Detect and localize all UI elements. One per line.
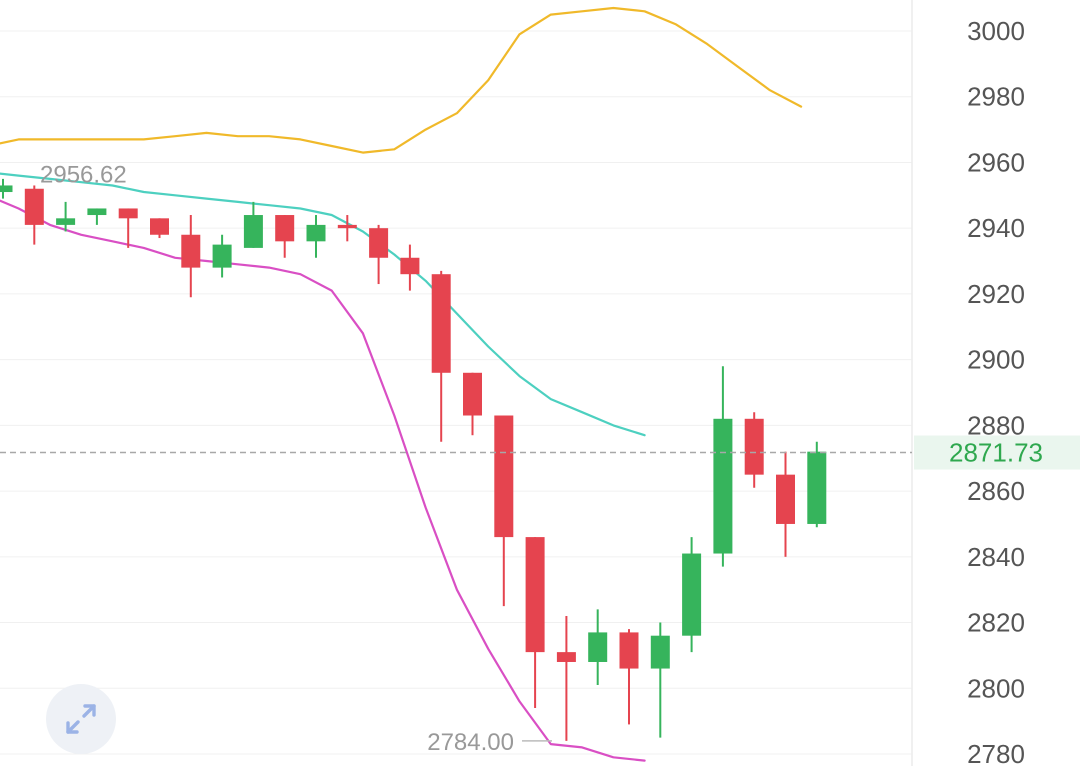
candle-up	[588, 609, 608, 685]
candles	[0, 178, 827, 741]
y-tick-label: 2960	[967, 147, 1025, 177]
candle-body	[588, 632, 608, 662]
expand-arrows-icon	[66, 704, 96, 734]
candle-body	[0, 185, 13, 193]
candle-up	[807, 441, 827, 528]
candle-body	[463, 372, 482, 416]
y-tick-label: 2820	[967, 608, 1025, 638]
candle-body	[556, 652, 576, 662]
candle-down	[118, 208, 138, 248]
ma-line-lower	[0, 199, 646, 762]
candle-body	[807, 451, 827, 524]
expand-button[interactable]	[46, 684, 116, 754]
candle-down	[150, 218, 169, 239]
y-tick-label: 2840	[967, 542, 1025, 572]
candle-up	[243, 201, 263, 248]
last-price-tag	[914, 435, 1080, 470]
candle-body	[713, 418, 733, 554]
candle-down	[556, 615, 576, 741]
candle-body	[243, 215, 263, 248]
candle-up	[306, 215, 326, 258]
candle-down	[619, 629, 639, 725]
candle-body	[650, 635, 670, 669]
candle-down	[744, 412, 764, 488]
y-tick-label: 2940	[967, 213, 1025, 243]
y-tick-label: 2900	[967, 345, 1025, 375]
candle-body	[744, 418, 764, 475]
grid-lines	[0, 30, 912, 755]
high-price-label: 2956.62	[40, 162, 127, 189]
candle-body	[494, 415, 514, 538]
y-tick-label: 2980	[967, 82, 1025, 112]
candle-body	[682, 553, 702, 636]
ma-line-upper	[0, 6, 803, 154]
candle-up	[713, 366, 733, 567]
y-tick-label: 2780	[967, 739, 1025, 766]
candle-body	[431, 274, 451, 373]
candle-down	[525, 537, 545, 708]
candle-up	[56, 201, 76, 232]
low-price-label: 2784.00	[427, 729, 514, 756]
candle-body	[776, 474, 795, 524]
candle-body	[369, 228, 389, 258]
candle-body	[337, 224, 357, 229]
candle-up	[682, 537, 702, 653]
candle-down	[181, 215, 201, 298]
y-tick-label: 2880	[967, 410, 1025, 440]
y-tick-label: 2860	[967, 476, 1025, 506]
candle-up	[650, 622, 670, 738]
candle-down	[24, 185, 44, 245]
candle-up	[87, 208, 107, 225]
y-tick-label: 2800	[967, 673, 1025, 703]
y-axis-ticks: 3000 2980 2960 2940 2920 2900 2880 2860 2840 2820…	[967, 16, 1025, 766]
candle-up	[0, 178, 13, 199]
candle-body	[400, 257, 420, 275]
ma-lines	[0, 6, 803, 762]
candle-body	[87, 208, 107, 216]
y-tick-label: 3000	[967, 16, 1025, 46]
candle-down	[400, 244, 420, 291]
last-price-label: 2871.73	[949, 438, 1043, 468]
candle-body	[150, 218, 169, 235]
candle-body	[275, 215, 295, 242]
candle-down	[275, 215, 295, 258]
candle-body	[525, 537, 545, 653]
candle-body	[212, 244, 232, 268]
candle-down	[494, 415, 514, 607]
candle-body	[619, 632, 639, 669]
candle-down	[431, 270, 451, 442]
candle-body	[118, 208, 138, 219]
candle-body	[24, 188, 44, 225]
candle-down	[463, 372, 482, 436]
candle-down	[776, 451, 795, 557]
candle-body	[306, 224, 326, 242]
candle-body	[181, 234, 201, 268]
candle-up	[212, 234, 232, 278]
y-tick-label: 2920	[967, 279, 1025, 309]
ma-line-middle	[0, 172, 646, 437]
candle-body	[56, 218, 76, 225]
candle-down	[337, 215, 357, 242]
candle-down	[369, 224, 389, 285]
